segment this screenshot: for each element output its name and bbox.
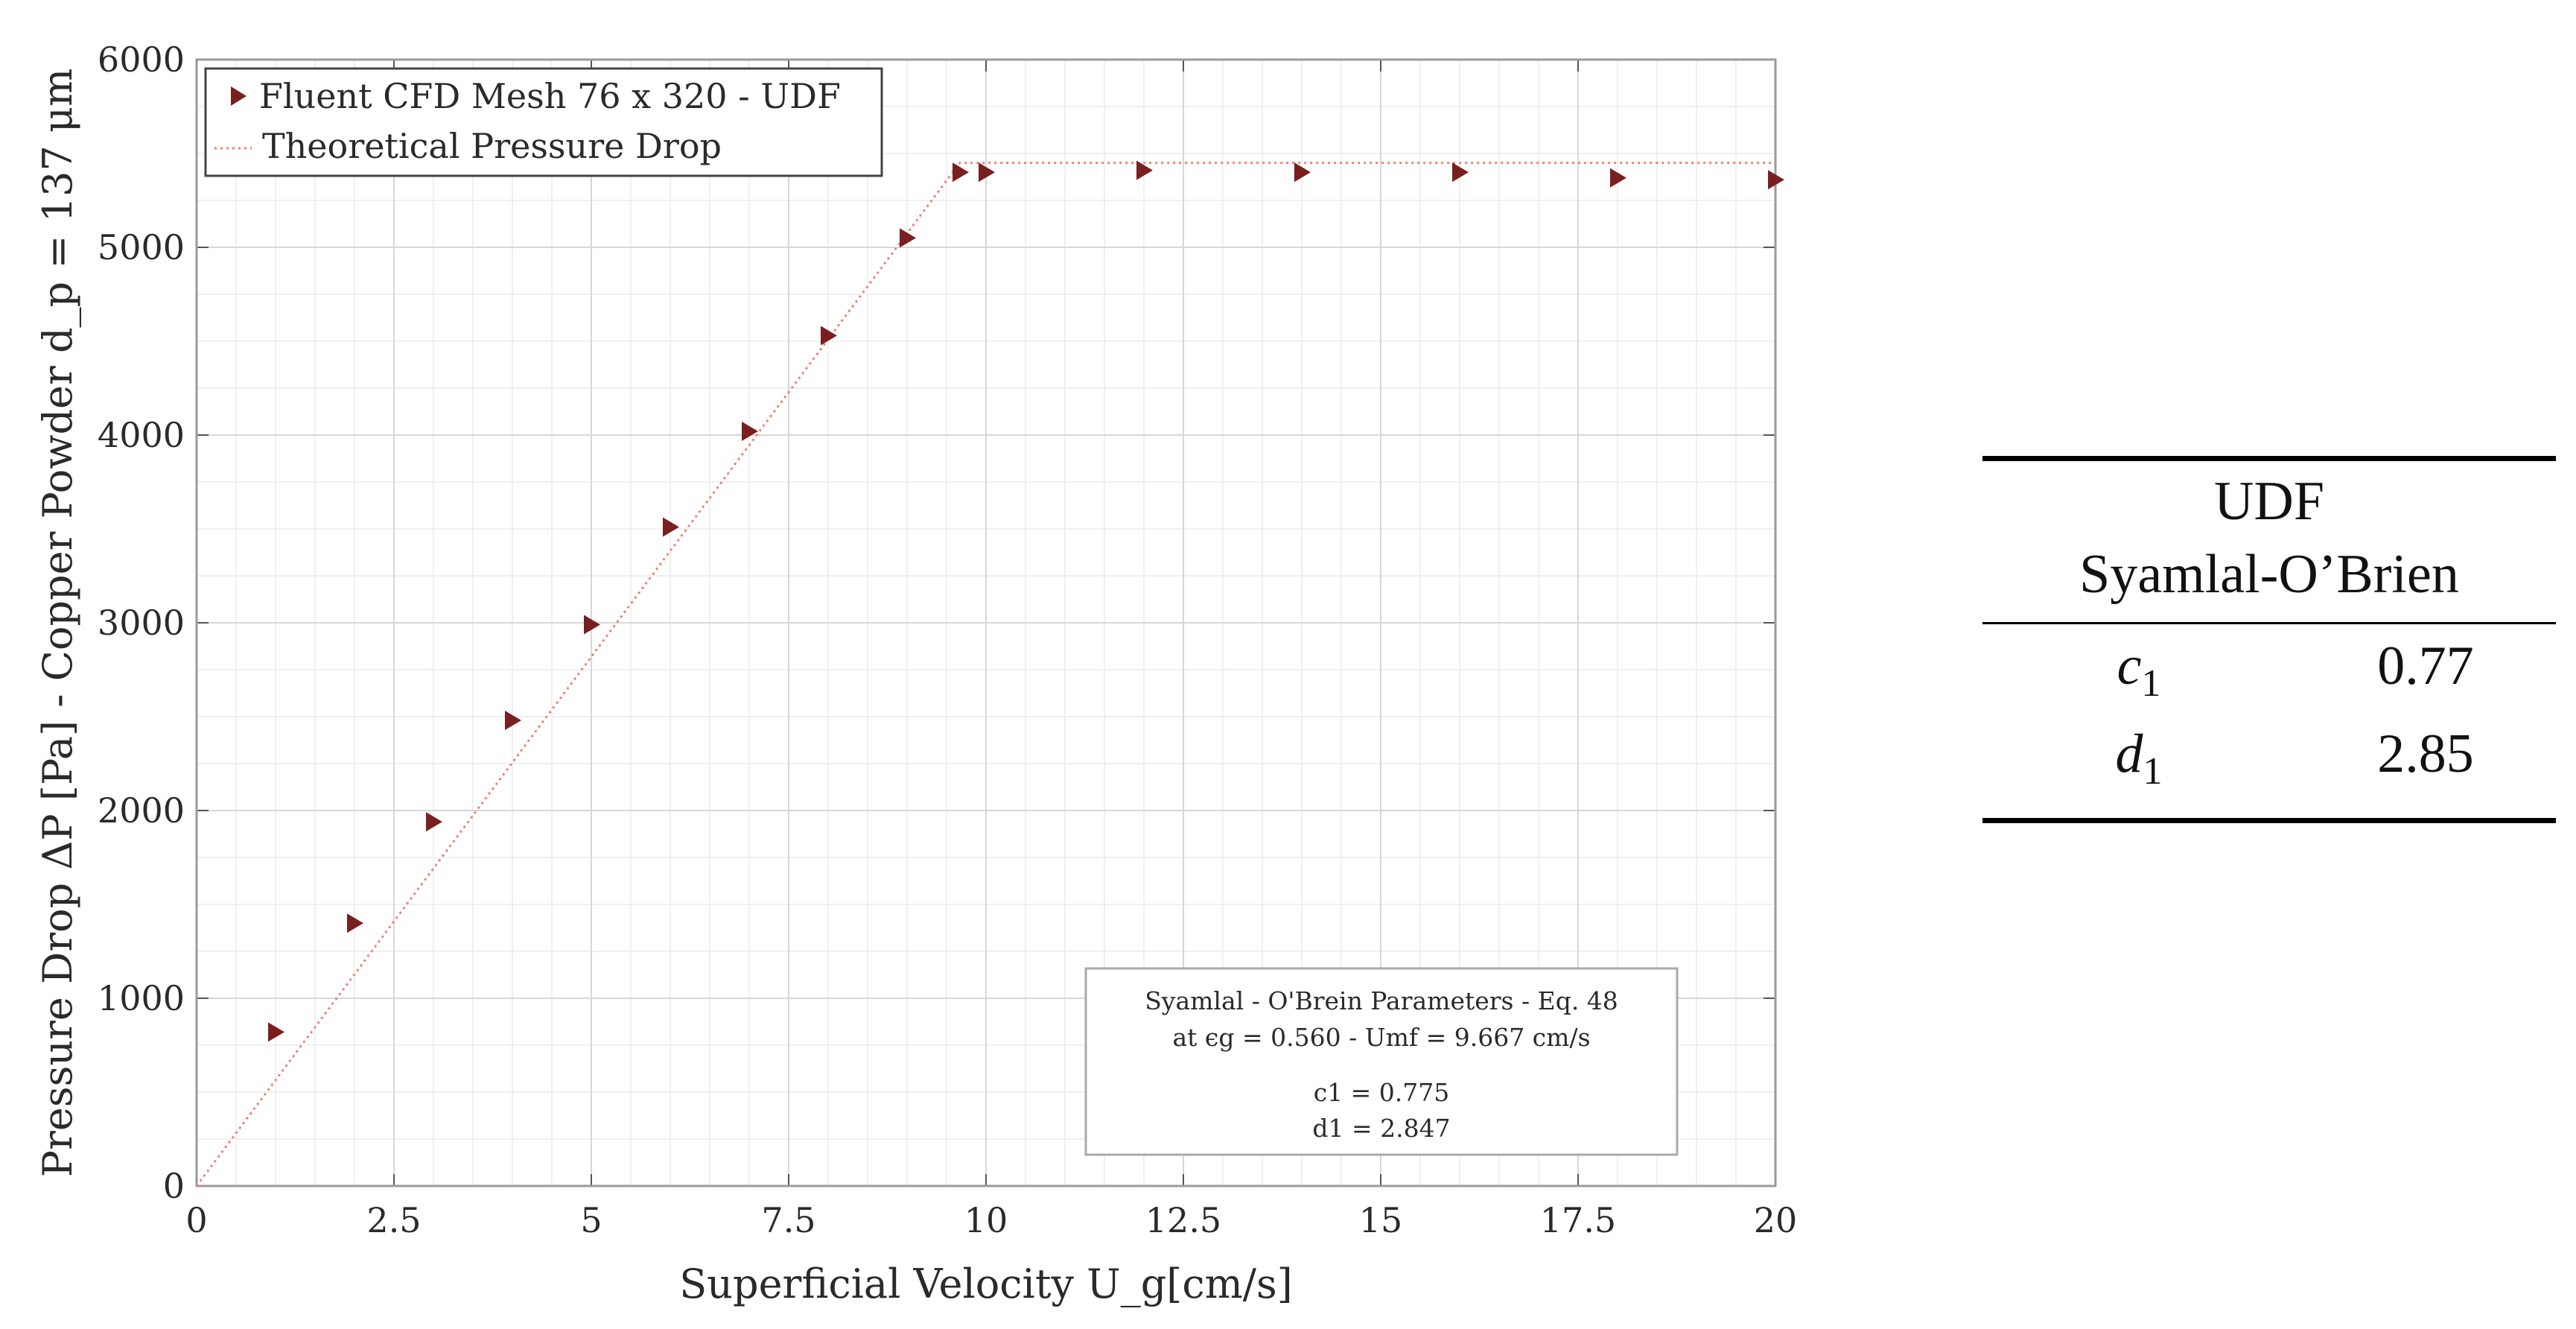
cfd-data-point <box>426 812 442 832</box>
cfd-data-point <box>1768 170 1784 190</box>
table-header-udf: UDF <box>2213 471 2325 532</box>
x-tick-label: 15 <box>1359 1200 1403 1240</box>
table-row-c1: c1 0.77 <box>1982 624 2556 726</box>
annotation-line-2: at ϵg = 0.560 - Umf = 9.667 cm/s <box>1173 1023 1591 1052</box>
pressure-drop-chart: 0 2.5 5 7.5 10 12.5 15 17.5 20 0 1000 2000 3000 4000 5… <box>34 39 1797 1307</box>
x-tick-label: 20 <box>1754 1200 1798 1240</box>
y-tick-label: 2000 <box>98 790 185 831</box>
cfd-data-point <box>347 913 363 933</box>
table-top-rule <box>1982 456 2556 461</box>
cfd-data-point <box>584 615 600 635</box>
legend-marker-icon <box>231 86 247 106</box>
cfd-data-point <box>900 228 916 248</box>
y-tick-label: 1000 <box>98 978 185 1018</box>
cfd-data-point <box>1294 162 1311 183</box>
x-tick-label: 10 <box>964 1200 1008 1240</box>
x-tick-label: 17.5 <box>1540 1200 1616 1240</box>
annotation-line-4: d1 = 2.847 <box>1312 1114 1450 1143</box>
theoretical-line-path <box>195 162 1775 1187</box>
axes: 0 2.5 5 7.5 10 12.5 15 17.5 20 0 1000 2000 3000 4000 5… <box>98 39 1797 1240</box>
annotation-box <box>1084 967 1679 1156</box>
cfd-data-point <box>742 421 758 441</box>
x-tick-label: 2.5 <box>366 1200 421 1240</box>
y-axis-title: Pressure Drop ΔP [Pa] - Copper Powder d_… <box>34 69 81 1177</box>
y-tick-label: 0 <box>163 1166 185 1206</box>
x-tick-label: 0 <box>185 1200 207 1240</box>
annotation-line-3: c1 = 0.775 <box>1314 1078 1450 1107</box>
cfd-data-point <box>953 162 970 183</box>
cfd-data-point <box>1610 168 1626 188</box>
table-value-d1: 2.85 <box>2377 723 2474 784</box>
y-tick-label: 5000 <box>98 227 185 267</box>
table-body: c1 0.77 d1 2.85 <box>1982 624 2556 818</box>
y-tick-label: 6000 <box>98 39 185 80</box>
cfd-data-point <box>268 1022 284 1042</box>
x-tick-label: 5 <box>580 1200 602 1240</box>
x-axis-title: Superficial Velocity U_g[cm/s] <box>679 1260 1293 1307</box>
legend-box <box>204 67 883 177</box>
table-bottom-rule <box>1982 817 2556 823</box>
y-tick-label: 3000 <box>98 603 185 643</box>
y-tick-label: 4000 <box>98 415 185 455</box>
cfd-data-point <box>505 711 521 731</box>
legend-label-theory: Theoretical Pressure Drop <box>262 126 722 166</box>
axes-border <box>195 58 1777 1187</box>
annotation-line-1: Syamlal - O'Brein Parameters - Eq. 48 <box>1145 986 1618 1015</box>
cfd-data-markers <box>268 160 1784 1042</box>
cfd-data-point <box>1452 162 1469 183</box>
table-header-model: Syamlal-O’Brien <box>2079 544 2459 605</box>
parameter-annotation: Syamlal - O'Brein Parameters - Eq. 48 at… <box>1084 967 1679 1156</box>
table-symbol-d1: d1 <box>2115 723 2163 793</box>
cfd-data-point <box>663 517 679 537</box>
legend: Fluent CFD Mesh 76 x 320 - UDF Theoretic… <box>204 67 883 177</box>
cfd-data-point <box>979 162 995 183</box>
theoretical-pressure-drop-line <box>195 162 1775 1187</box>
table-row-d1: d1 2.85 <box>1982 712 2556 813</box>
legend-label-cfd: Fluent CFD Mesh 76 x 320 - UDF <box>259 76 841 116</box>
cfd-data-point <box>1136 160 1153 180</box>
table-mid-rule <box>1982 622 2556 624</box>
x-tick-label: 7.5 <box>761 1200 815 1240</box>
table-value-c1: 0.77 <box>2377 635 2474 697</box>
table-symbol-c1: c1 <box>2117 635 2161 705</box>
x-tick-label: 12.5 <box>1145 1200 1221 1240</box>
syamlal-obrien-table: UDF Syamlal-O’Brien c1 0.77 d1 2.85 <box>1982 456 2556 823</box>
cfd-data-point <box>821 326 837 346</box>
